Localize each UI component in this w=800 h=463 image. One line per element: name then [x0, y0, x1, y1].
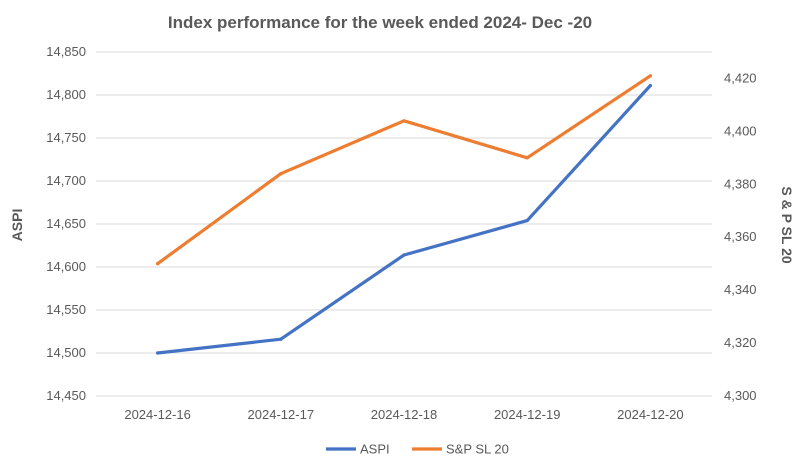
legend-label-s-p-sl-20: S&P SL 20 — [446, 442, 509, 457]
y-axis-left: 14,450 14,500 14,550 14,600 14,650 14,700 14,7… — [46, 44, 86, 403]
y-tick-label-left: 14,750 — [46, 130, 86, 145]
legend-label-aspi: ASPI — [360, 442, 390, 457]
y-tick-label-right: 4,320 — [724, 335, 757, 350]
data-point-s-p-sl-20 — [525, 156, 529, 160]
legend: ASPI S&P SL 20 — [326, 442, 509, 457]
y-tick-label-left: 14,850 — [46, 44, 86, 59]
x-tick-label: 2024-12-19 — [494, 407, 561, 422]
y-tick-label-right: 4,420 — [724, 70, 757, 85]
series-line-s-p-sl-20 — [156, 74, 653, 266]
data-point-aspi — [648, 83, 653, 88]
x-tick-label: 2024-12-16 — [124, 407, 191, 422]
y-tick-label-right: 4,400 — [724, 123, 757, 138]
series-lines — [156, 74, 653, 355]
y-tick-label-right: 4,360 — [724, 229, 757, 244]
data-point-aspi — [402, 253, 406, 257]
y-tick-label-left: 14,450 — [46, 388, 86, 403]
data-point-s-p-sl-20 — [156, 262, 160, 266]
y-axis-right: 4,300 4,320 4,340 4,360 4,380 4,400 4,420 — [724, 70, 757, 403]
y-tick-label-left: 14,550 — [46, 302, 86, 317]
data-point-s-p-sl-20 — [279, 172, 283, 176]
y-tick-label-left: 14,500 — [46, 345, 86, 360]
data-point-s-p-sl-20 — [648, 74, 653, 78]
y-tick-label-left: 14,650 — [46, 216, 86, 231]
data-point-aspi — [279, 337, 283, 341]
y-tick-label-left: 14,700 — [46, 173, 86, 188]
chart-title: Index performance for the week ended 202… — [168, 13, 592, 32]
y-tick-label-right: 4,380 — [724, 176, 757, 191]
y-tick-label-right: 4,300 — [724, 388, 757, 403]
x-tick-label: 2024-12-18 — [371, 407, 438, 422]
y-tick-label-left: 14,800 — [46, 87, 86, 102]
y-tick-label-right: 4,340 — [724, 282, 757, 297]
y-axis-left-title: ASPI — [9, 209, 25, 242]
x-tick-label: 2024-12-17 — [248, 407, 315, 422]
x-axis: 2024-12-16 2024-12-17 2024-12-18 2024-12-19… — [124, 407, 683, 422]
data-point-aspi — [156, 351, 160, 355]
data-point-s-p-sl-20 — [402, 119, 406, 123]
y-axis-right-title: S & P SL 20 — [779, 186, 795, 264]
data-point-aspi — [525, 218, 529, 223]
x-tick-label: 2024-12-20 — [617, 407, 684, 422]
y-tick-label-left: 14,600 — [46, 259, 86, 274]
gridlines — [96, 51, 712, 397]
